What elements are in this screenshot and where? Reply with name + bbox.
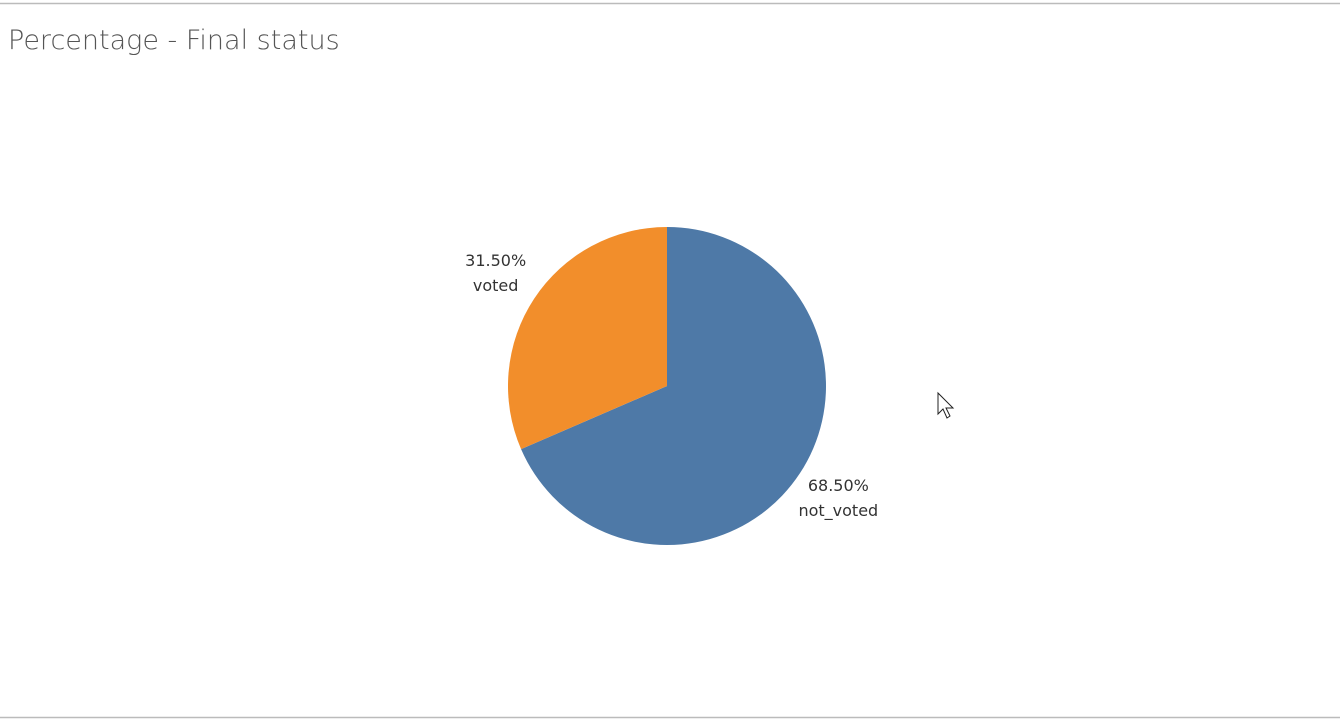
slice-value-label: 68.50% xyxy=(808,476,869,495)
slice-category-label: not_voted xyxy=(798,501,878,521)
chart-title: Percentage - Final status xyxy=(8,25,340,56)
cursor xyxy=(937,391,955,419)
pie-slice xyxy=(521,227,827,545)
slice-category-label: voted xyxy=(473,276,519,295)
slice-value-label: 31.50% xyxy=(465,251,526,270)
pie-slice xyxy=(508,227,667,450)
